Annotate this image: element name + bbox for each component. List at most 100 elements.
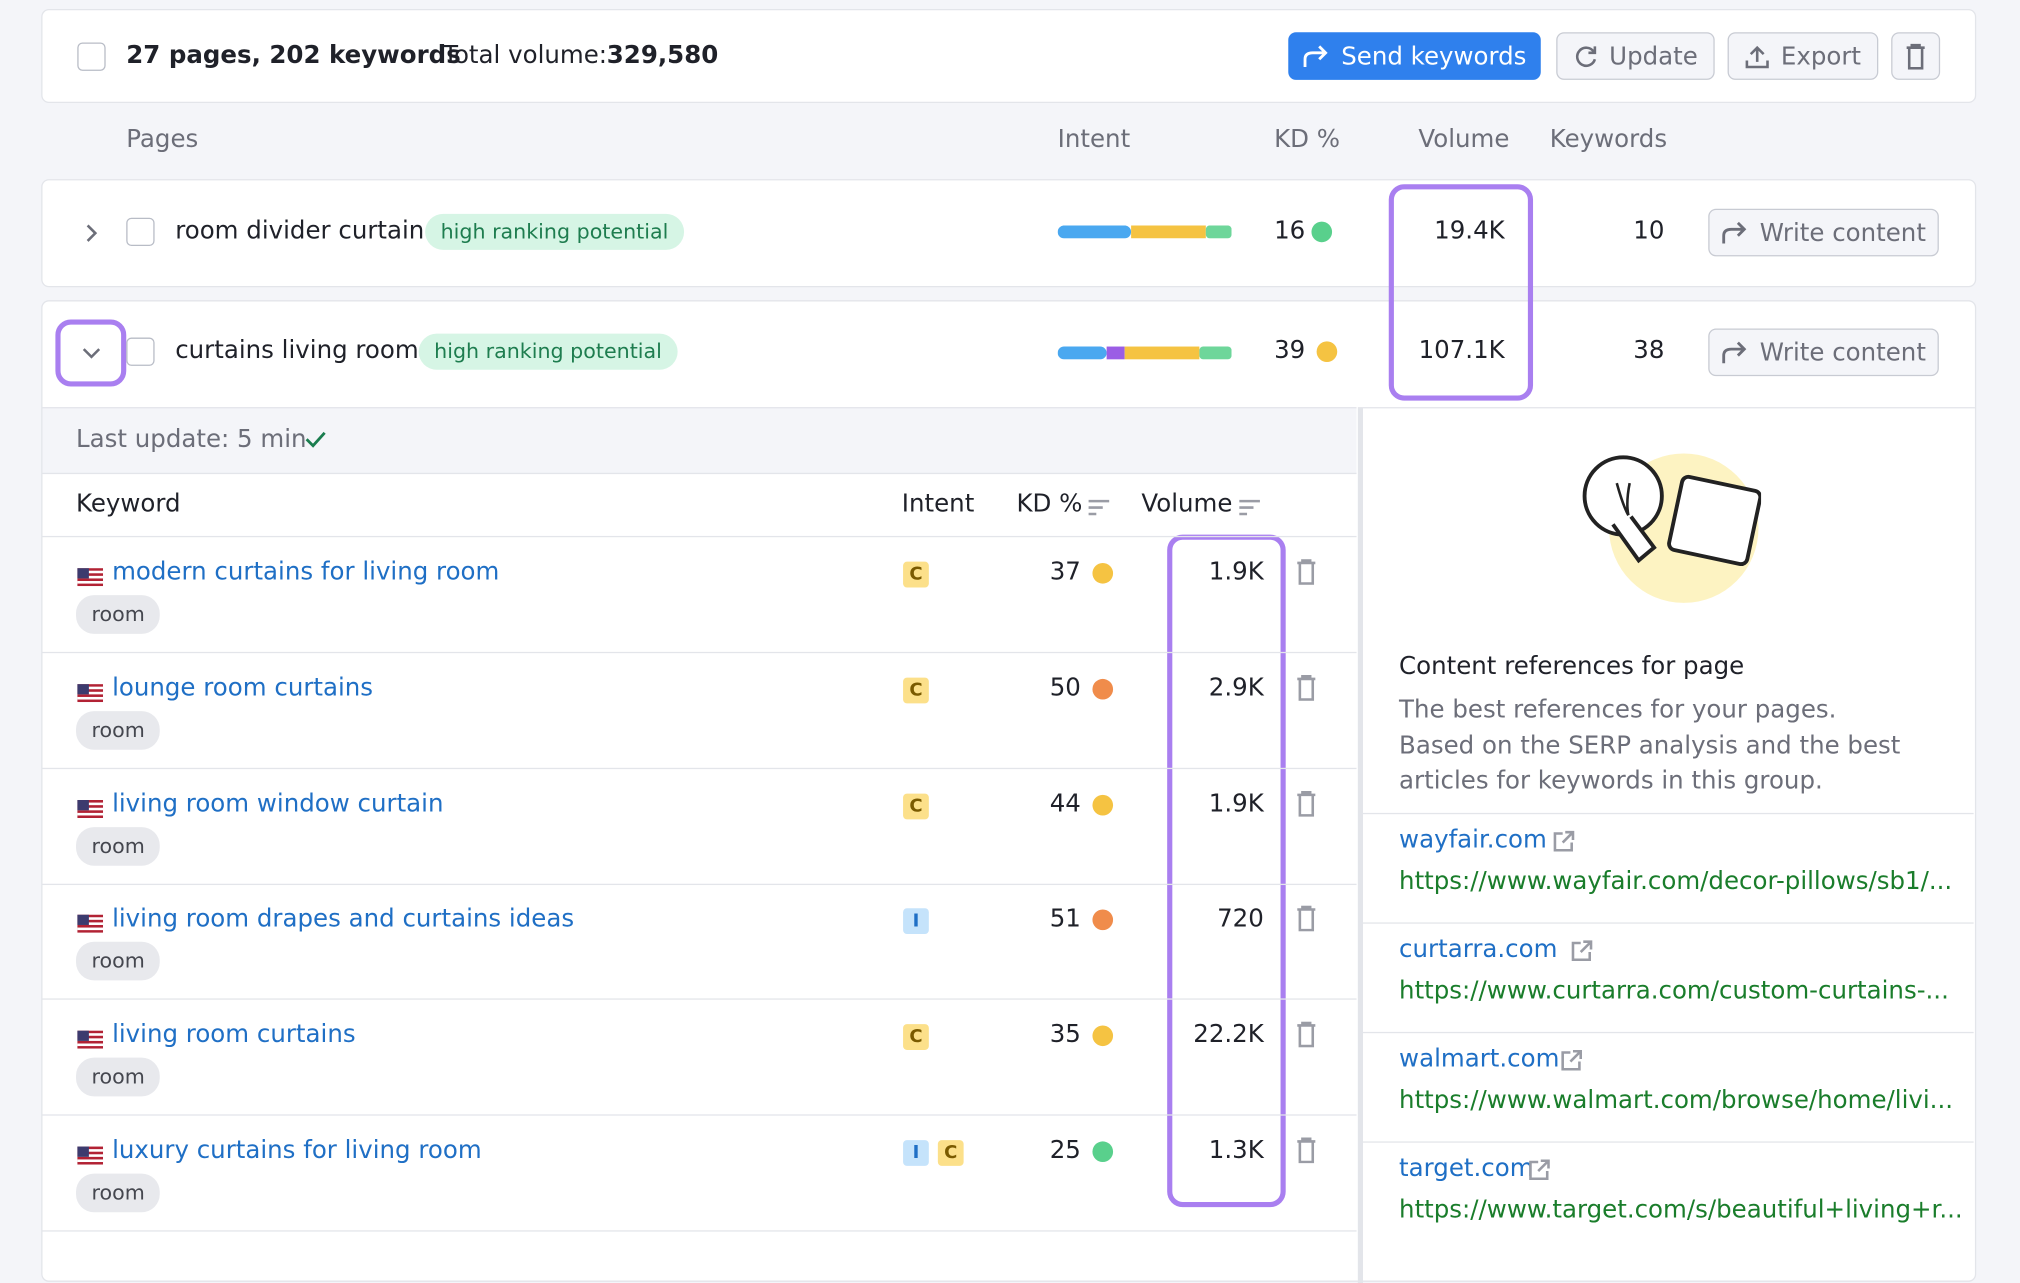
write-content-button[interactable]: Write content (1708, 208, 1939, 257)
volume: 19.4K (1434, 216, 1505, 245)
highlight-box (1167, 534, 1286, 1208)
trash-icon[interactable] (1296, 790, 1317, 822)
column-header: Volume (1418, 124, 1510, 154)
refresh-icon (1576, 45, 1597, 67)
flag-icon-svg (77, 915, 104, 934)
expand-chevron[interactable] (81, 222, 102, 250)
expand-chevron[interactable] (81, 341, 102, 369)
intent-badge: C (903, 677, 929, 704)
trash-icon-svg (1297, 906, 1316, 932)
row-checkbox[interactable] (126, 217, 155, 247)
kd-dot (1092, 562, 1114, 584)
update-button[interactable]: Update (1556, 32, 1715, 80)
column-header: Keywords (1549, 124, 1668, 154)
reference-url[interactable]: https://www.wayfair.com/decor-pillows/sb… (1399, 867, 1953, 896)
intent-badge: C (903, 1024, 929, 1051)
flag-icon (77, 796, 104, 824)
external-link-icon-svg (1529, 1159, 1550, 1181)
column-header: KD % (1274, 124, 1341, 154)
trash-icon[interactable] (1296, 1137, 1317, 1170)
keyword-link[interactable]: living room window curtain (112, 789, 444, 818)
expand-chevron-svg (82, 348, 101, 359)
external-link-icon-svg (1561, 1049, 1582, 1071)
summary: 27 pages, 202 keywords (126, 41, 461, 70)
update-bar (42, 407, 1357, 475)
keyword-link[interactable]: living room drapes and curtains ideas (112, 904, 575, 934)
kd-dot (1311, 221, 1333, 243)
total-volume-label: Total volume: (443, 41, 608, 70)
intent-badge: C (903, 561, 929, 588)
toolbar: 27 pages, 202 keywords Total volume: 329… (41, 9, 1977, 104)
flag-icon (77, 1143, 104, 1171)
kd-value: 37 (1049, 557, 1081, 587)
send-keywords-button[interactable]: Send keywords (1288, 32, 1541, 80)
ranking-tag: high ranking potential (418, 333, 678, 370)
column-header: Keyword (76, 489, 181, 518)
page-name: room divider curtain (175, 216, 425, 245)
divider (42, 767, 1357, 769)
sort-icon (1087, 495, 1110, 523)
kd-dot (1092, 1025, 1114, 1047)
intent-badge: C (937, 1140, 964, 1166)
volume: 1.3K (1208, 1136, 1264, 1165)
external-link-icon (1528, 1158, 1551, 1188)
kd-value: 35 (1049, 1020, 1081, 1049)
flag-icon-svg (77, 1146, 104, 1165)
reference-url[interactable]: https://www.curtarra.com/custom-curtains… (1399, 976, 1949, 1005)
divider (42, 883, 1357, 885)
trash-icon[interactable] (1296, 559, 1317, 591)
divider (42, 1230, 1357, 1232)
kd-dot (1092, 1141, 1114, 1163)
intent-bar (1057, 225, 1232, 239)
column-header: Volume (1141, 489, 1233, 518)
volume: 720 (1217, 904, 1264, 934)
volume: 22.2K (1193, 1020, 1264, 1049)
kd-dot (1092, 678, 1114, 700)
illustration (1582, 453, 1762, 603)
flag-icon-svg (77, 568, 104, 587)
select-all-checkbox[interactable] (77, 42, 106, 71)
delete-button[interactable] (1891, 32, 1941, 80)
flag-icon (77, 680, 104, 708)
export-icon (1746, 45, 1770, 68)
trash-icon-svg (1297, 559, 1316, 585)
keyword-tag: room (76, 595, 161, 634)
row-checkbox[interactable] (126, 337, 155, 366)
keyword-link[interactable]: modern curtains for living room (112, 557, 500, 587)
column-header: Pages (126, 124, 199, 154)
reference-domain[interactable]: target.com (1399, 1154, 1534, 1183)
reference-domain[interactable]: walmart.com (1399, 1044, 1560, 1074)
intent-bar (1057, 346, 1232, 360)
kd-dot (1092, 794, 1114, 815)
trash-icon[interactable] (1296, 674, 1317, 707)
reference-domain[interactable]: curtarra.com (1399, 935, 1558, 964)
keyword-link[interactable]: luxury curtains for living room (112, 1136, 482, 1165)
reference-url[interactable]: https://www.walmart.com/browse/home/livi… (1399, 1086, 1954, 1115)
kd-value: 44 (1049, 789, 1081, 818)
reference-domain[interactable]: wayfair.com (1399, 825, 1547, 855)
keyword-tag: room (76, 1057, 161, 1097)
trash-icon[interactable] (1296, 1021, 1317, 1054)
last-update: Last update: 5 min (76, 425, 307, 454)
divider (42, 535, 1357, 538)
intent-badge: I (903, 1140, 929, 1166)
export-button[interactable]: Export (1727, 32, 1879, 80)
trash-icon[interactable] (1296, 906, 1317, 938)
write-content-button[interactable]: Write content (1708, 328, 1939, 377)
trash-icon-svg (1297, 1021, 1316, 1048)
references-description: The best references for your pages. Base… (1399, 695, 1901, 795)
share-icon (1722, 221, 1747, 243)
divider (1357, 407, 1363, 1283)
reference-url[interactable]: https://www.target.com/s/beautiful+livin… (1399, 1195, 1963, 1224)
volume: 1.9K (1208, 789, 1264, 818)
divider (1362, 812, 1974, 815)
volume: 107.1K (1418, 336, 1505, 365)
page-row (41, 179, 1977, 288)
ranking-tag: high ranking potential (425, 213, 684, 250)
divider (1362, 922, 1974, 924)
share-icon (1303, 44, 1328, 67)
keyword-link[interactable]: living room curtains (112, 1020, 356, 1049)
keyword-link[interactable]: lounge room curtains (112, 673, 374, 702)
volume: 2.9K (1208, 673, 1264, 702)
flag-icon-svg (77, 683, 104, 702)
